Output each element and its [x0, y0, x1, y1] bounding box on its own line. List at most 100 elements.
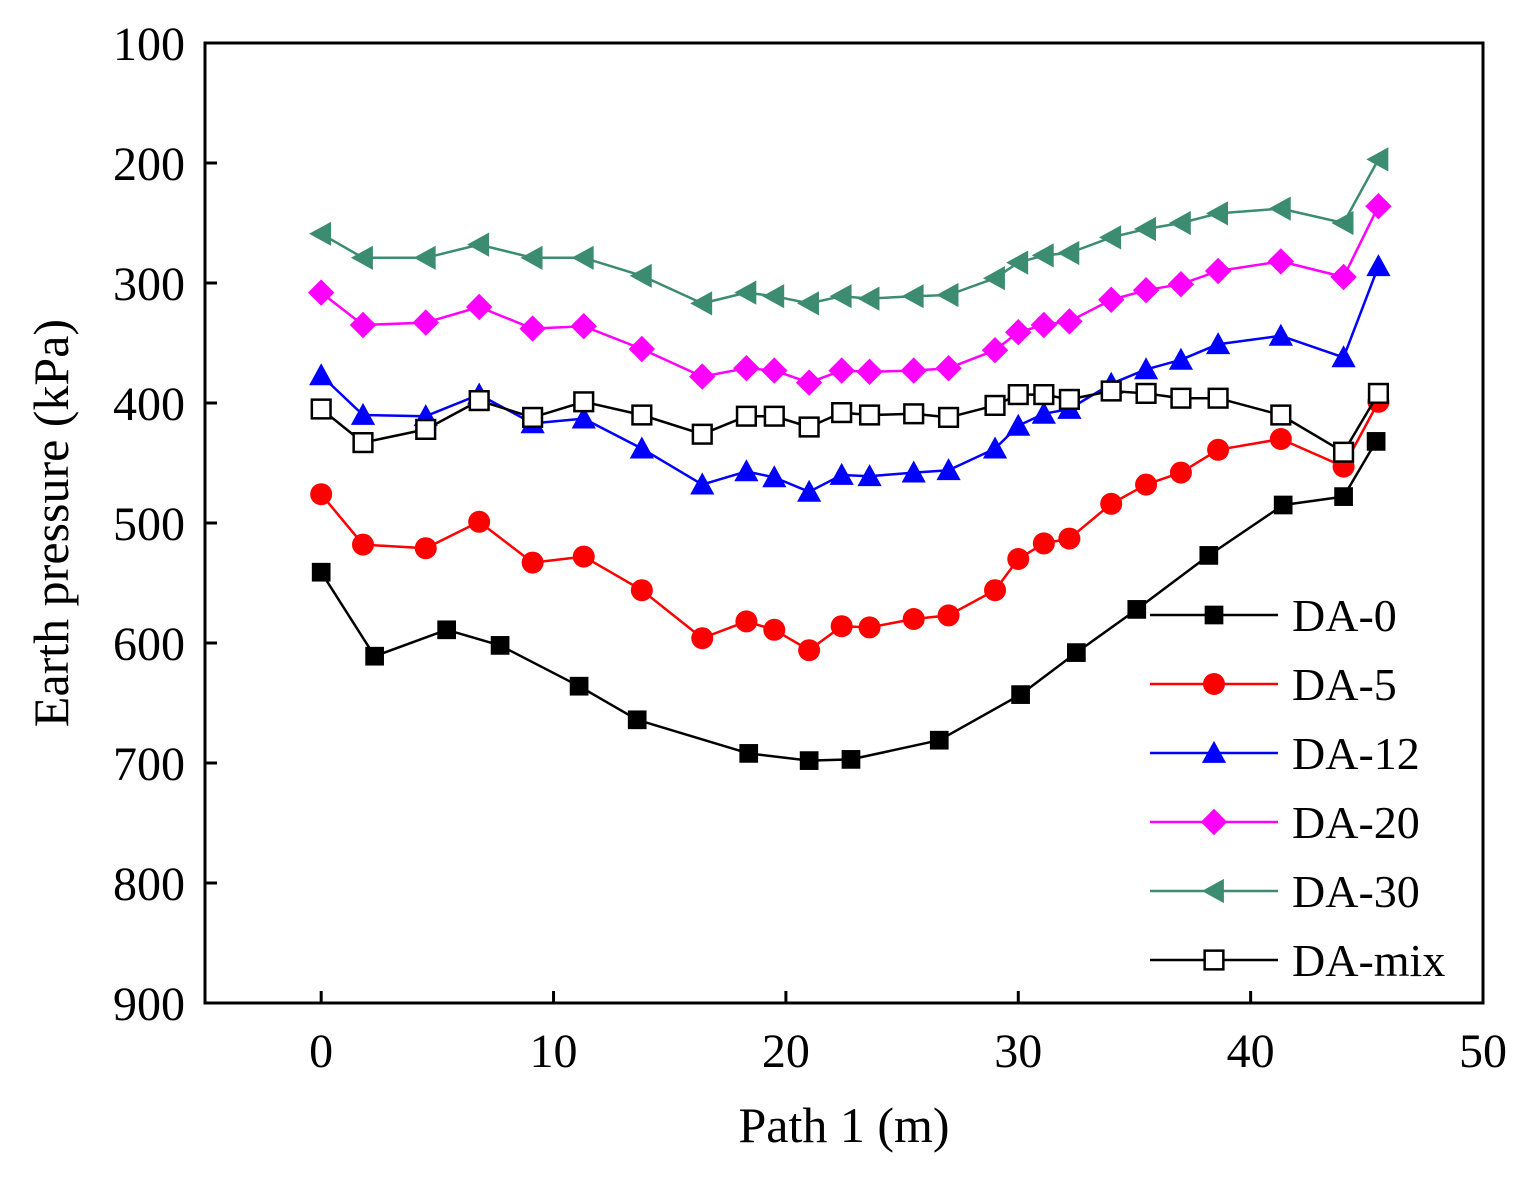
point-DA-mix-16 — [1007, 384, 1029, 406]
point-DA-12-7 — [690, 472, 715, 495]
point-DA-12-11 — [829, 462, 854, 485]
point-DA-12-10 — [797, 479, 822, 502]
point-DA-30-4 — [520, 245, 543, 270]
y-tick-label-800: 800 — [113, 858, 185, 911]
point-DA-30-2 — [413, 245, 436, 270]
point-DA-5-0 — [310, 483, 333, 506]
point-DA-mix-19 — [1100, 380, 1122, 402]
point-DA-20-4 — [519, 315, 546, 342]
legend-label-DA-12: DA-12 — [1292, 728, 1420, 779]
point-DA-0-8 — [841, 750, 861, 769]
point-DA-30-10 — [797, 291, 820, 316]
point-DA-mix-5 — [573, 391, 595, 413]
y-tick-label-400: 400 — [113, 378, 185, 431]
point-DA-5-10 — [798, 639, 821, 662]
axes-layer: 0 10 20 30 40 50 100 200 300 400 500 600 700 800 900 — [113, 18, 1507, 1078]
legend-marker-DA-5 — [1203, 673, 1225, 695]
point-DA-5-8 — [735, 610, 758, 633]
x-tick-label-50: 50 — [1459, 1025, 1507, 1078]
point-DA-20-15 — [981, 337, 1009, 364]
point-DA-20-6 — [628, 335, 656, 363]
legend-item-DA-5: DA-5 — [1150, 659, 1397, 710]
point-DA-0-4 — [569, 676, 589, 696]
series-line-DA-0 — [320, 440, 1378, 762]
point-DA-30-6 — [629, 263, 652, 288]
point-DA-5-9 — [763, 618, 786, 641]
point-DA-20-17 — [1030, 311, 1058, 339]
point-DA-0-9 — [929, 730, 949, 750]
point-DA-20-5 — [570, 313, 597, 340]
point-DA-20-0 — [307, 279, 335, 306]
point-DA-mix-7 — [691, 423, 713, 445]
point-DA-0-16 — [1366, 432, 1386, 451]
point-DA-12-13 — [901, 460, 926, 483]
point-DA-30-5 — [571, 245, 594, 270]
point-DA-12-16 — [1006, 413, 1031, 436]
legend-marker-DA-0 — [1204, 605, 1224, 625]
point-DA-5-22 — [1207, 438, 1230, 461]
point-DA-20-22 — [1204, 257, 1232, 285]
x-axis-title: Path 1 (m) — [738, 1097, 949, 1153]
legend: DA-0 DA-5 DA-12 DA-20 DA-30 DA-mix — [1150, 590, 1445, 986]
point-DA-5-20 — [1135, 473, 1158, 496]
point-DA-30-19 — [1099, 225, 1122, 250]
point-DA-30-21 — [1168, 210, 1191, 236]
point-DA-mix-14 — [937, 406, 960, 428]
point-DA-0-1 — [365, 646, 384, 666]
plot-frame — [203, 41, 1485, 1005]
point-DA-30-9 — [762, 284, 785, 309]
y-tick-label-200: 200 — [113, 138, 185, 191]
series-layer — [307, 147, 1392, 770]
y-tick-label-300: 300 — [113, 258, 185, 311]
point-DA-0-10 — [1011, 685, 1030, 704]
point-DA-5-4 — [521, 551, 544, 574]
point-DA-mix-13 — [903, 403, 925, 425]
point-DA-mix-6 — [631, 404, 653, 426]
point-DA-5-2 — [414, 537, 437, 560]
point-DA-20-23 — [1267, 248, 1295, 275]
point-DA-30-20 — [1133, 216, 1156, 242]
point-DA-30-13 — [901, 284, 924, 309]
point-DA-mix-15 — [984, 394, 1006, 416]
x-tick-label-30: 30 — [994, 1025, 1042, 1078]
x-tick-label-0: 0 — [309, 1025, 333, 1078]
series-DA-20 — [307, 193, 1392, 396]
point-DA-mix-4 — [522, 406, 544, 428]
point-DA-0-2 — [437, 620, 457, 640]
legend-item-DA-20: DA-20 — [1150, 797, 1420, 848]
point-DA-30-15 — [982, 266, 1005, 291]
legend-label-DA-30: DA-30 — [1292, 866, 1420, 917]
y-tick-label-900: 900 — [113, 978, 185, 1031]
point-DA-0-12 — [1127, 600, 1147, 619]
y-axis-title: Earth pressure (kPa) — [23, 319, 79, 727]
point-DA-12-21 — [1168, 347, 1194, 370]
legend-marker-DA-20 — [1200, 808, 1228, 836]
x-tick-label-40: 40 — [1227, 1025, 1275, 1078]
point-DA-12-9 — [762, 465, 787, 488]
y-tick-label-500: 500 — [113, 498, 185, 551]
point-DA-5-21 — [1169, 461, 1192, 484]
point-DA-5-3 — [468, 510, 491, 533]
point-DA-mix-22 — [1207, 387, 1229, 409]
point-DA-12-8 — [734, 459, 759, 482]
x-tick-label-20: 20 — [762, 1025, 810, 1078]
point-DA-0-15 — [1334, 487, 1353, 506]
point-DA-20-16 — [1005, 319, 1032, 346]
point-DA-mix-3 — [468, 390, 490, 412]
point-DA-0-11 — [1067, 643, 1086, 662]
point-DA-30-7 — [690, 291, 713, 316]
legend-item-DA-12: DA-12 — [1150, 728, 1420, 779]
legend-label-DA-mix: DA-mix — [1292, 935, 1445, 986]
point-DA-mix-12 — [858, 404, 881, 426]
point-DA-12-12 — [857, 464, 882, 487]
point-DA-0-0 — [311, 562, 331, 582]
point-DA-20-11 — [828, 357, 855, 384]
legend-label-DA-0: DA-0 — [1292, 590, 1397, 641]
point-DA-0-5 — [627, 710, 647, 730]
point-DA-5-15 — [984, 579, 1007, 602]
point-DA-12-1 — [350, 402, 376, 425]
point-DA-30-16 — [1006, 250, 1029, 275]
point-DA-mix-0 — [310, 398, 332, 420]
point-DA-mix-23 — [1270, 404, 1292, 426]
